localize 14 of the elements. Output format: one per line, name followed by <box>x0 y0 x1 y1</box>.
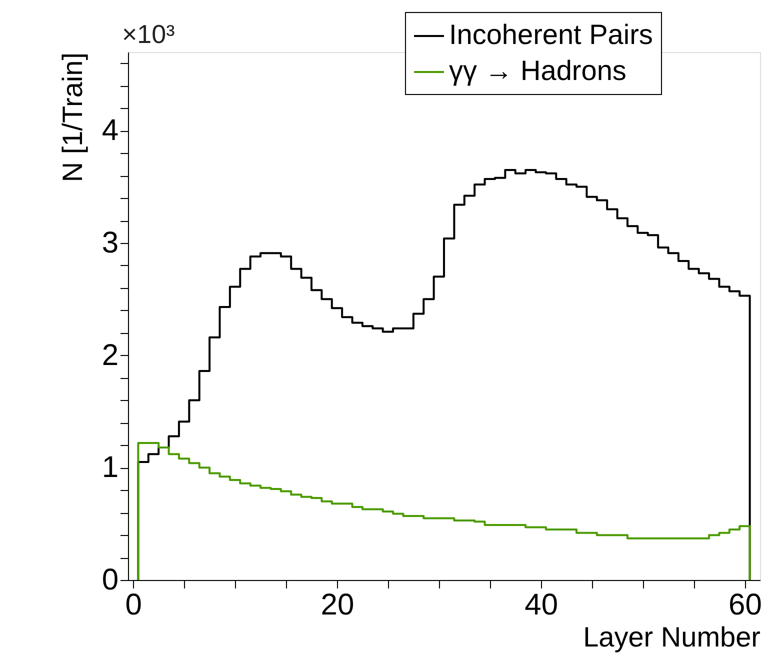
y-tick-label: 1 <box>102 451 118 484</box>
legend-label: γγ → Hadrons <box>449 55 626 86</box>
y-tick-label: 4 <box>102 114 118 148</box>
legend-label: Incoherent Pairs <box>449 19 653 50</box>
x-tick-label: 0 <box>125 588 142 622</box>
y-tick-label: 3 <box>102 226 118 260</box>
x-tick-label: 60 <box>728 588 762 622</box>
y-tick-label: 0 <box>102 564 118 596</box>
x-tick-label: 40 <box>524 588 558 622</box>
y-axis-title: N [1/Train] <box>56 52 88 182</box>
y-tick-label: 2 <box>102 338 118 372</box>
x-axis-title: Layer Number <box>583 622 760 652</box>
text: ×10³ <box>122 19 176 49</box>
x-tick-label: 20 <box>320 588 354 622</box>
